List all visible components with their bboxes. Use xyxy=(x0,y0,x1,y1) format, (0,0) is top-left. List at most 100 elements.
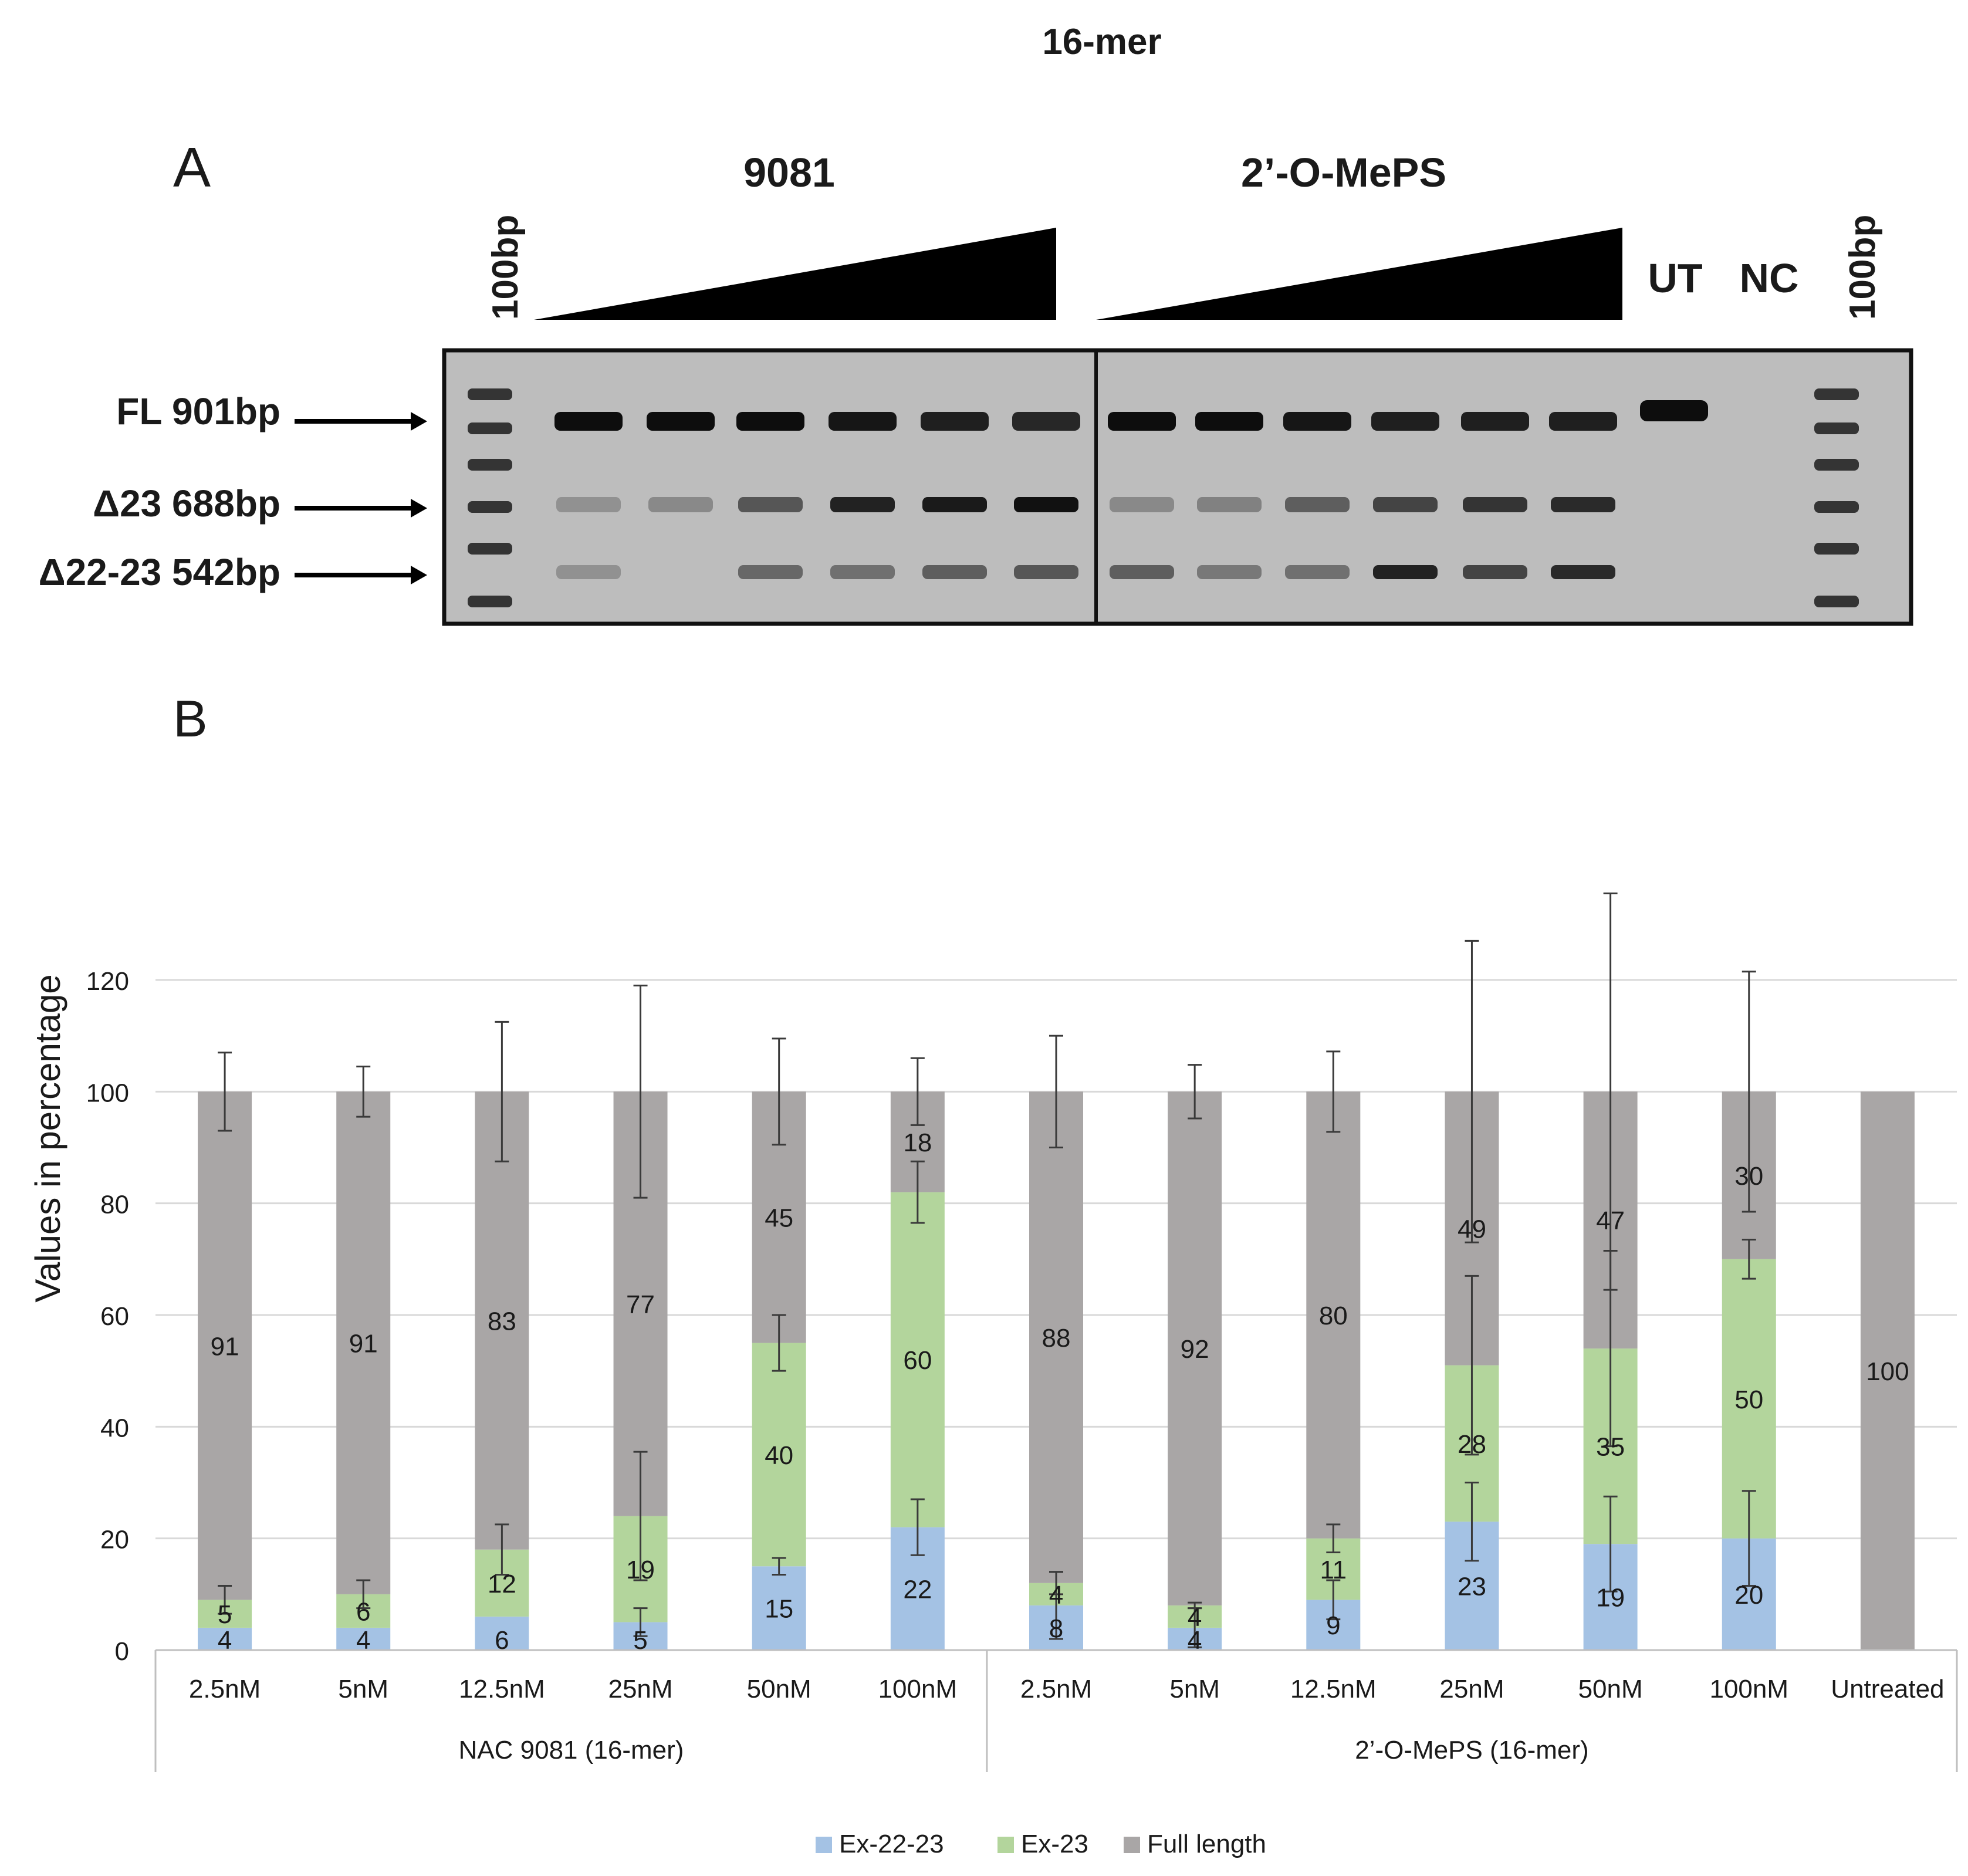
concentration-wedge-9081 xyxy=(534,228,1056,320)
band-label-fl: FL 901bp xyxy=(116,390,280,432)
data-label: 9 xyxy=(1326,1611,1340,1640)
data-label: 4 xyxy=(1049,1581,1063,1610)
gel-band-d2223 xyxy=(1197,565,1262,579)
gel-image xyxy=(442,348,1913,626)
data-label: 20 xyxy=(1734,1581,1763,1610)
gel-band-fl xyxy=(1012,412,1080,431)
x-tick-label: 25nM xyxy=(608,1675,672,1703)
gel-band-fl xyxy=(1195,412,1263,431)
ladder-band xyxy=(1814,459,1859,471)
x-group-label: 2’-O-MePS (16-mer) xyxy=(1355,1736,1589,1765)
ladder-band xyxy=(468,501,512,513)
x-tick-label: 25nM xyxy=(1439,1675,1504,1703)
gel-band-d23 xyxy=(738,497,803,512)
gel-band-fl xyxy=(736,412,804,431)
ladder-band xyxy=(468,596,512,607)
ladder-label-right: 100bp xyxy=(1842,215,1883,320)
bar-segment-full-length xyxy=(475,1091,529,1550)
bar-segment-ex-22-23 xyxy=(198,1627,252,1650)
x-tick-label: 100nM xyxy=(1709,1675,1788,1703)
legend-swatch xyxy=(1124,1837,1140,1853)
data-label: 91 xyxy=(349,1330,378,1358)
bar-segment-ex-22-23 xyxy=(475,1616,529,1650)
bar-segment-ex-23 xyxy=(890,1192,945,1527)
data-label: 49 xyxy=(1458,1215,1486,1243)
data-label: 12 xyxy=(488,1570,516,1598)
arrow-fl-head xyxy=(411,412,427,431)
x-tick-label: 50nM xyxy=(747,1675,811,1703)
bar-segment-full-length xyxy=(336,1091,391,1594)
data-label: 50 xyxy=(1734,1385,1763,1414)
bar-segment-full-length xyxy=(1306,1091,1361,1539)
y-tick-label: 0 xyxy=(115,1637,129,1666)
gel-band-fl xyxy=(1108,412,1176,431)
gel-band-d2223 xyxy=(1373,565,1438,579)
legend: Ex-22-23 Ex-23 Full length xyxy=(816,1830,1266,1858)
panel-a-label: A xyxy=(173,136,211,199)
x-axis: 2.5nM 5nM 12.5nM 25nM 50nM 100nM 2.5nM 5nM 12.5n… xyxy=(154,1649,1958,1772)
gel-band-fl xyxy=(647,412,715,431)
ladder-band xyxy=(1814,543,1859,555)
y-tick-label: 40 xyxy=(100,1414,129,1442)
bars xyxy=(198,1091,1915,1650)
gel-band-d2223 xyxy=(922,565,987,579)
nc-label: NC xyxy=(1739,255,1798,301)
group-9081-title: 9081 xyxy=(743,150,835,195)
x-tick-label: 12.5nM xyxy=(459,1675,545,1703)
arrow-d23-head xyxy=(411,499,427,518)
y-tick-label: 20 xyxy=(100,1526,129,1554)
data-label: 19 xyxy=(1596,1584,1625,1613)
data-label: 5 xyxy=(218,1600,232,1629)
bar-segment-full-length xyxy=(1860,1091,1915,1650)
data-label: 6 xyxy=(356,1597,370,1626)
y-tick-label: 80 xyxy=(100,1191,129,1219)
bar-segment-ex-22-23 xyxy=(336,1627,391,1650)
legend-label: Ex-22-23 xyxy=(839,1830,944,1858)
bar-segment-ex-23 xyxy=(752,1343,806,1567)
x-tick-label: 100nM xyxy=(878,1675,958,1703)
bar-segment-full-length xyxy=(1029,1091,1083,1583)
gel-band-d2223 xyxy=(738,565,803,579)
panel-a: A 9081 2’-O-MePS 100bp 100bp UT NC FL 90… xyxy=(39,136,1913,626)
data-label: 23 xyxy=(1458,1573,1486,1601)
gel-band-d2223 xyxy=(556,565,621,579)
data-labels: 4591469161283519771540452260188488449291… xyxy=(211,1128,1909,1655)
gel-band-d23 xyxy=(922,497,987,512)
gel-band-fl xyxy=(554,412,623,431)
data-label: 45 xyxy=(765,1204,793,1232)
y-tick-label: 100 xyxy=(86,1079,129,1107)
arrow-d2223-head xyxy=(411,566,427,584)
gel-band-d2223 xyxy=(1110,565,1174,579)
gel-bands xyxy=(468,388,1859,607)
data-label: 18 xyxy=(903,1128,932,1157)
gel-band-d23 xyxy=(1373,497,1438,512)
group-2omeps-title: 2’-O-MePS xyxy=(1241,150,1446,195)
data-label: 100 xyxy=(1866,1357,1909,1386)
gel-band-d2223 xyxy=(830,565,895,579)
gel-band-fl xyxy=(1549,412,1617,431)
ladder-band xyxy=(1814,596,1859,607)
data-label: 91 xyxy=(211,1332,239,1361)
band-label-d2223: Δ22-23 542bp xyxy=(39,551,280,593)
x-tick-label: 2.5nM xyxy=(1020,1675,1092,1703)
data-label: 15 xyxy=(765,1595,793,1624)
x-tick-label: 12.5nM xyxy=(1290,1675,1377,1703)
data-label: 22 xyxy=(903,1575,932,1604)
x-tick-label: 5nM xyxy=(1169,1675,1220,1703)
data-label: 83 xyxy=(488,1307,516,1336)
ladder-label-left: 100bp xyxy=(485,215,526,320)
ladder-band xyxy=(468,459,512,471)
gel-band-d23 xyxy=(1110,497,1174,512)
y-axis-label: Values in percentage xyxy=(28,974,67,1302)
gel-band-d2223 xyxy=(1014,565,1078,579)
gel-band-d23 xyxy=(1197,497,1262,512)
gel-band-d23 xyxy=(830,497,895,512)
data-label: 88 xyxy=(1042,1324,1071,1353)
ladder-band xyxy=(1814,422,1859,434)
y-tick-label: 60 xyxy=(100,1302,129,1331)
ladder-band xyxy=(1814,501,1859,513)
ut-label: UT xyxy=(1648,255,1702,301)
gel-band-fl xyxy=(829,412,897,431)
legend-swatch xyxy=(816,1837,832,1853)
